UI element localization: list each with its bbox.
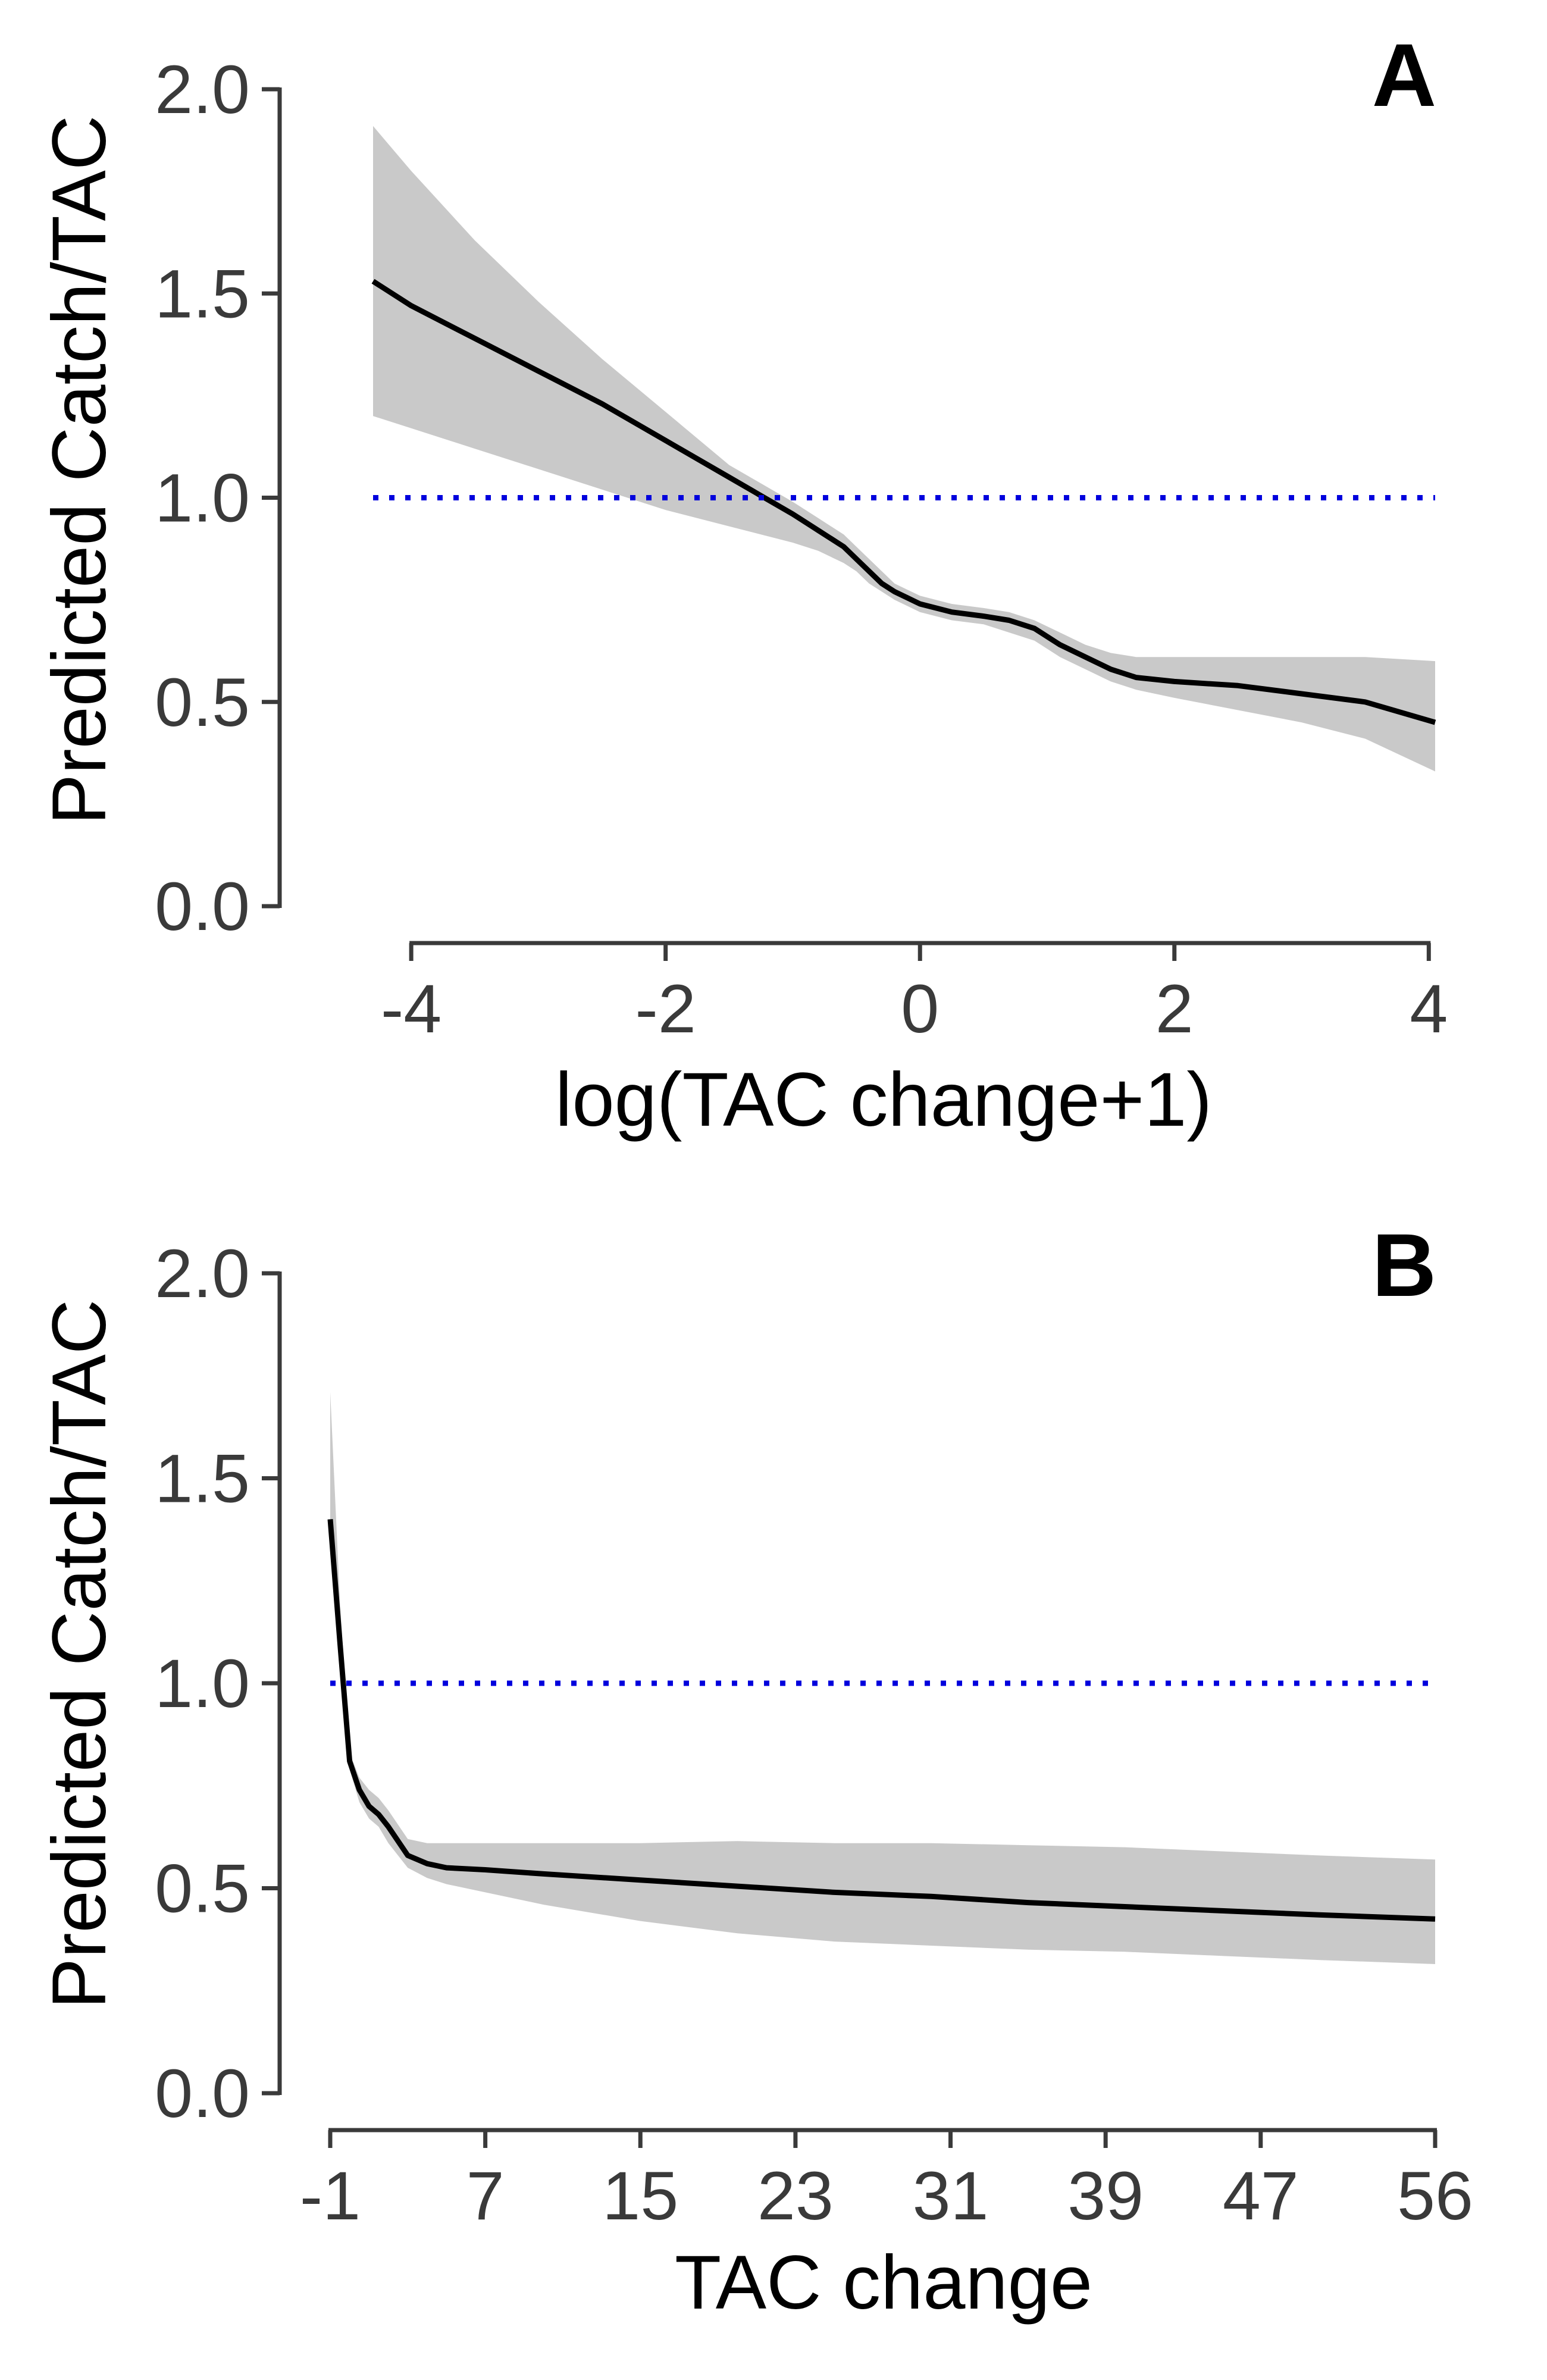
panel-b-x-tick-label: 7 [466,2158,505,2234]
panel-a-y-tick-label: 0.0 [155,869,250,945]
panel-a-y-axis-title: Predicted Catch/TAC [37,115,122,825]
panel-b-x-tick-label: 23 [757,2158,834,2234]
panel-b-chart: B TAC change Predicted Catch/TAC 0.0 0.5 1… [37,1215,1473,2325]
panel-a-x-axis-title: log(TAC change+1) [555,1057,1212,1142]
panel-a-x-tick-label: -2 [635,971,696,1047]
panel-b-label: B [1372,1215,1436,1315]
panel-a-x-tick-label: 2 [1155,971,1194,1047]
panel-b-y-tick-label: 1.0 [155,1646,250,1722]
panel-a-y-tick-label: 1.0 [155,461,250,537]
panel-a-confidence-band-0 [373,126,1435,772]
panel-b-x-tick-label: -1 [300,2158,361,2234]
panel-b-y-tick-label: 0.0 [155,2056,250,2132]
panel-a-chart: A log(TAC change+1) Predicted Catch/TAC … [37,25,1448,1142]
panel-a-y-tick-label: 0.5 [155,665,250,741]
panel-b-y-tick-label: 1.5 [155,1441,250,1517]
panel-b-confidence-band-0 [330,1392,1435,1964]
panel-a-x-tick-label: 0 [901,971,939,1047]
panel-b-x-axis-title: TAC change [675,2240,1092,2325]
panel-b-x-tick-label: 47 [1223,2158,1299,2234]
panel-b-x-tick-label: 39 [1067,2158,1144,2234]
panel-b-y-axis-title: Predicted Catch/TAC [37,1299,122,2009]
panel-b-x-tick-label: 31 [913,2158,989,2234]
panel-a-label: A [1372,25,1436,125]
panel-a-prediction-line-0 [371,278,1436,725]
panel-a-y-tick-label: 1.5 [155,256,250,332]
panel-b-y-tick-label: 0.5 [155,1851,250,1927]
panel-b-x-tick-label: 56 [1397,2158,1473,2234]
panel-b-y-tick-label: 2.0 [155,1236,250,1312]
panel-a-y-tick-label: 2.0 [155,52,250,128]
panel-b-prediction-line-0 [327,1519,1436,1922]
panel-a-x-tick-label: 4 [1410,971,1448,1047]
panel-a-x-tick-label: -4 [381,971,441,1047]
panel-b-x-tick-label: 15 [602,2158,678,2234]
